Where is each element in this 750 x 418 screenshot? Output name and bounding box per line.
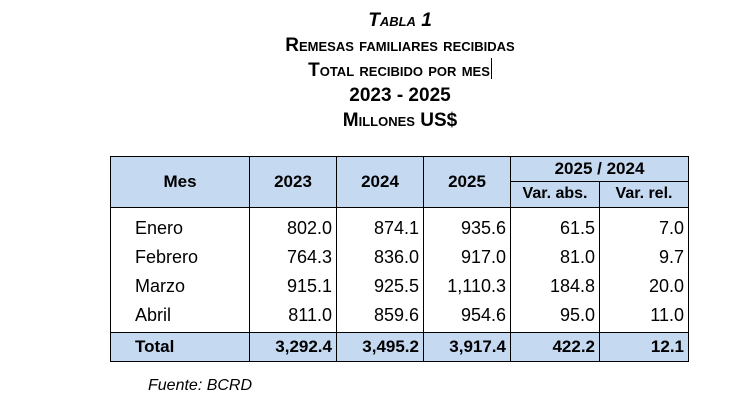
text-cursor <box>490 58 492 79</box>
table-row: Abril 811.0 859.6 954.6 95.0 11.0 <box>110 301 689 333</box>
header-2024: 2024 <box>336 156 424 208</box>
header-month: Mes <box>110 156 250 208</box>
header-2025: 2025 <box>423 156 511 208</box>
cell-total-2023: 3,292.4 <box>249 332 337 362</box>
table-row: Marzo 915.1 925.5 1,110.3 184.8 20.0 <box>110 272 689 301</box>
source-note: Fuente: BCRD <box>148 377 253 394</box>
cell-2024: 874.1 <box>336 207 424 243</box>
cell-2025: 917.0 <box>423 243 511 272</box>
header-variation-group: 2025 / 2024 <box>510 156 689 182</box>
remittances-table: Mes 2023 2024 2025 2025 / 2024 Var. abs.… <box>110 156 689 362</box>
cell-2025: 935.6 <box>423 207 511 243</box>
cell-2024: 859.6 <box>336 301 424 333</box>
total-row: Total 3,292.4 3,495.2 3,917.4 422.2 12.1 <box>110 332 689 362</box>
cell-var-abs: 184.8 <box>510 272 600 301</box>
cell-month: Enero <box>110 207 250 243</box>
cell-2025: 954.6 <box>423 301 511 333</box>
cell-month: Abril <box>110 301 250 333</box>
table-units: Millones US$ <box>342 110 458 131</box>
cell-2023: 915.1 <box>249 272 337 301</box>
table-subtitle-text: Total recibido por mes <box>308 60 490 81</box>
cell-total-label: Total <box>110 332 250 362</box>
cell-2025: 1,110.3 <box>423 272 511 301</box>
cell-var-abs: 81.0 <box>510 243 600 272</box>
table-row: Febrero 764.3 836.0 917.0 81.0 9.7 <box>110 243 689 272</box>
cell-month: Marzo <box>110 272 250 301</box>
header-2023: 2023 <box>249 156 337 208</box>
header-var-abs: Var. abs. <box>510 180 600 209</box>
cell-2024: 925.5 <box>336 272 424 301</box>
cell-2024: 836.0 <box>336 243 424 272</box>
cell-var-abs: 61.5 <box>510 207 600 243</box>
cell-2023: 802.0 <box>249 207 337 243</box>
table-subtitle: Total recibido por mes <box>0 58 750 83</box>
table-title: Remesas familiares recibidas <box>285 35 515 56</box>
cell-var-rel: 11.0 <box>599 301 689 333</box>
cell-var-rel: 9.7 <box>599 243 689 272</box>
cell-var-abs: 95.0 <box>510 301 600 333</box>
cell-2023: 764.3 <box>249 243 337 272</box>
cell-month: Febrero <box>110 243 250 272</box>
cell-2023: 811.0 <box>249 301 337 333</box>
table-titles: Tabla 1 Remesas familiares recibidas Tot… <box>0 8 750 133</box>
table-caption: Tabla 1 <box>368 10 432 31</box>
cell-var-rel: 20.0 <box>599 272 689 301</box>
cell-var-rel: 7.0 <box>599 207 689 243</box>
cell-total-var-rel: 12.1 <box>599 332 689 362</box>
table-row: Enero 802.0 874.1 935.6 61.5 7.0 <box>110 207 689 243</box>
cell-total-2025: 3,917.4 <box>423 332 511 362</box>
header-var-rel: Var. rel. <box>599 180 689 209</box>
cell-total-2024: 3,495.2 <box>336 332 424 362</box>
cell-total-var-abs: 422.2 <box>510 332 600 362</box>
table-period: 2023 - 2025 <box>349 85 451 106</box>
